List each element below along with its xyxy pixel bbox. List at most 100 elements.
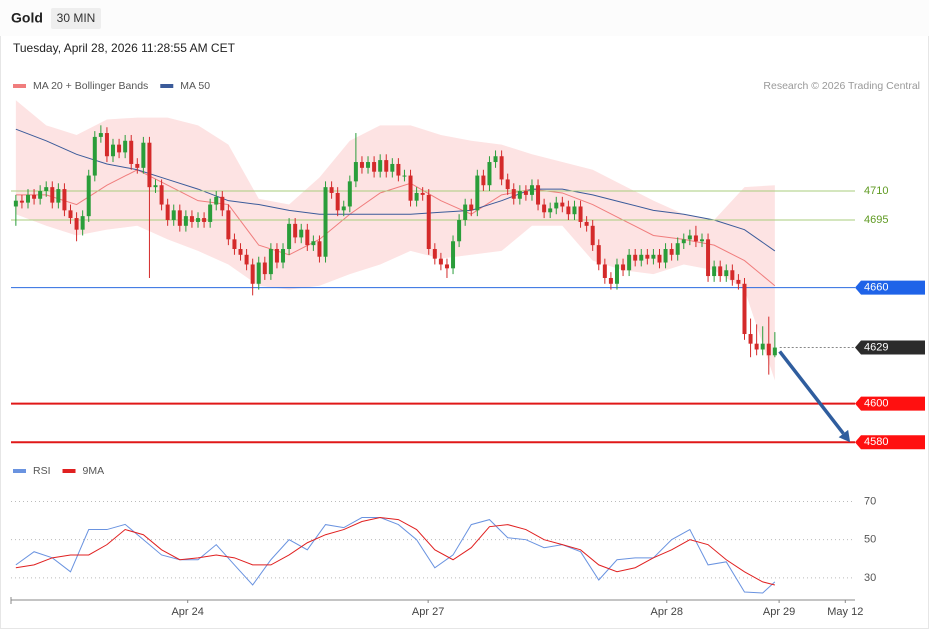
legend-swatch (62, 469, 76, 473)
candle-body (141, 142, 146, 168)
interval-badge[interactable] (51, 8, 101, 29)
candle-body (177, 210, 182, 226)
legend-label: RSI (33, 465, 51, 477)
level-badge (855, 435, 925, 450)
x-tick-label: Apr 27 (412, 606, 444, 618)
candle-body (56, 189, 61, 203)
candle-body (165, 204, 170, 221)
candle-body (602, 264, 607, 278)
candle-body (378, 160, 383, 172)
candle-body (663, 248, 668, 263)
candle-body (718, 266, 723, 277)
candle-body (748, 334, 753, 344)
candle-body (548, 208, 553, 213)
candle-body (444, 264, 449, 269)
candle-body (384, 160, 389, 172)
candle-body (608, 277, 613, 284)
candle-body (432, 248, 437, 259)
y-tick-label: 70 (864, 495, 876, 507)
candle-body (366, 162, 371, 168)
candle-body (554, 202, 559, 209)
candle-body (226, 210, 231, 240)
candle-body (408, 175, 413, 201)
level-label: 4660 (864, 282, 888, 294)
candle-body (724, 270, 729, 277)
candle-body (256, 262, 261, 284)
price-panel: MA 20 + Bollinger Bands MA 50 4710 4695 4660… (11, 80, 925, 450)
series-line (15, 517, 775, 586)
candle-body (80, 216, 85, 230)
candle-body (693, 235, 698, 242)
candle-body (566, 206, 571, 215)
candle-body (402, 175, 407, 177)
candle-body (614, 264, 619, 284)
level-label: 4710 (864, 185, 888, 197)
candle-body (26, 194, 31, 203)
level-badge (855, 340, 925, 355)
candle-body (420, 192, 425, 195)
candle-body (250, 264, 255, 284)
candle-body (238, 248, 243, 255)
candle-body (62, 189, 67, 211)
candle-body (244, 254, 249, 265)
candle-body (712, 266, 717, 277)
candle-body (68, 210, 73, 219)
candle-body (754, 343, 759, 350)
candle-body (536, 185, 541, 205)
candle-body (159, 185, 164, 205)
candle-body (560, 202, 565, 207)
level-label: 4580 (864, 436, 888, 448)
candle-body (268, 248, 273, 275)
candle-body (214, 196, 219, 205)
candle-body (469, 204, 474, 211)
interval[interactable]: 30 MIN (57, 11, 96, 25)
candle-body (669, 248, 674, 255)
candle-body (772, 347, 777, 356)
candle-body (639, 254, 644, 261)
candle-body (129, 140, 134, 164)
candle-body (171, 210, 176, 221)
candle-body (19, 200, 24, 203)
candle-body (13, 200, 18, 207)
candle-body (633, 254, 638, 261)
candle-body (335, 192, 340, 211)
candle-body (505, 179, 510, 190)
candle-body (621, 264, 626, 271)
level-badge (855, 280, 925, 295)
candle-body (262, 262, 267, 275)
level-label: 4600 (864, 398, 888, 410)
candle-body (627, 254, 632, 271)
candle-body (481, 175, 486, 186)
candle-body (457, 220, 462, 242)
candle-body (38, 191, 43, 199)
candle-body (451, 241, 456, 269)
timestamp: Tuesday, April 28, 2026 11:28:55 AM CET (13, 41, 236, 55)
candle-body (153, 185, 158, 188)
candle-body (390, 163, 395, 172)
candle-body (499, 156, 504, 180)
bollinger-band (15, 100, 775, 381)
candle-body (183, 216, 188, 226)
candle-body (572, 206, 577, 215)
candle-body (596, 245, 601, 265)
candle-body (353, 162, 358, 182)
candle-body (287, 223, 292, 249)
candle-body (493, 156, 498, 163)
candle-body (317, 241, 322, 257)
title: Gold (11, 10, 43, 26)
legend-label: MA 50 (180, 80, 210, 92)
candle-body (305, 229, 310, 246)
candle-body (426, 194, 431, 249)
candle-body (117, 144, 122, 153)
candle-body (730, 270, 735, 280)
candle-body (687, 235, 692, 240)
candle-body (98, 133, 103, 137)
candle-body (147, 142, 152, 188)
candle-body (32, 194, 37, 199)
legend-swatch (13, 84, 26, 88)
candle-body (86, 175, 91, 217)
candle-body (208, 204, 213, 222)
candle-body (74, 218, 79, 230)
